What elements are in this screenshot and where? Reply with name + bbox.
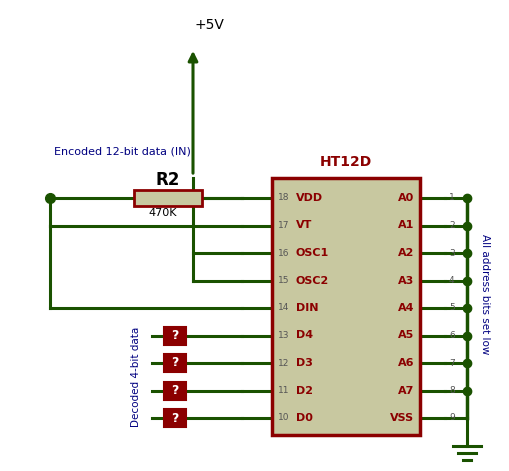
Text: ?: ? <box>171 412 178 424</box>
Text: R2: R2 <box>156 171 180 189</box>
Text: Encoded 12-bit data (IN): Encoded 12-bit data (IN) <box>54 147 190 157</box>
Text: 5: 5 <box>448 303 454 312</box>
Text: D4: D4 <box>295 331 313 341</box>
Text: ?: ? <box>171 329 178 342</box>
Text: VT: VT <box>295 220 312 230</box>
Text: HT12D: HT12D <box>319 155 372 169</box>
Text: 8: 8 <box>448 386 454 395</box>
Text: 6: 6 <box>448 331 454 340</box>
Text: 3: 3 <box>448 249 454 258</box>
Text: OSC1: OSC1 <box>295 248 329 258</box>
Text: 14: 14 <box>277 303 289 312</box>
Text: 11: 11 <box>277 386 289 395</box>
Text: All address bits set low: All address bits set low <box>479 234 489 355</box>
Text: OSC2: OSC2 <box>295 276 329 285</box>
Bar <box>164 354 186 372</box>
Bar <box>134 190 202 206</box>
Text: ?: ? <box>171 384 178 397</box>
Text: D3: D3 <box>295 358 312 368</box>
Text: 9: 9 <box>448 414 454 422</box>
Text: A0: A0 <box>397 193 413 203</box>
Text: 10: 10 <box>277 414 289 422</box>
Bar <box>164 382 186 399</box>
Text: A1: A1 <box>397 220 413 230</box>
Text: DIN: DIN <box>295 303 318 313</box>
Text: 4: 4 <box>448 276 454 285</box>
Text: A6: A6 <box>397 358 413 368</box>
Text: A4: A4 <box>397 303 413 313</box>
Text: D0: D0 <box>295 413 312 423</box>
Text: D2: D2 <box>295 385 313 396</box>
Text: ?: ? <box>171 357 178 370</box>
Bar <box>164 409 186 427</box>
Text: A3: A3 <box>397 276 413 285</box>
Text: 16: 16 <box>277 249 289 258</box>
Text: VDD: VDD <box>295 193 323 203</box>
Text: 13: 13 <box>277 331 289 340</box>
Text: A2: A2 <box>397 248 413 258</box>
Text: Decoded 4-bit data: Decoded 4-bit data <box>131 326 140 427</box>
Text: 470K: 470K <box>149 208 177 218</box>
Text: 7: 7 <box>448 358 454 367</box>
Text: 12: 12 <box>277 358 289 367</box>
Text: 17: 17 <box>277 221 289 230</box>
Bar <box>164 326 186 344</box>
Text: 2: 2 <box>448 221 454 230</box>
Text: 15: 15 <box>277 276 289 285</box>
Text: 1: 1 <box>448 194 454 203</box>
Text: A5: A5 <box>397 331 413 341</box>
Text: VSS: VSS <box>389 413 413 423</box>
Text: 18: 18 <box>277 194 289 203</box>
Text: +5V: +5V <box>194 18 224 32</box>
Bar <box>271 178 419 435</box>
Text: A7: A7 <box>397 385 413 396</box>
